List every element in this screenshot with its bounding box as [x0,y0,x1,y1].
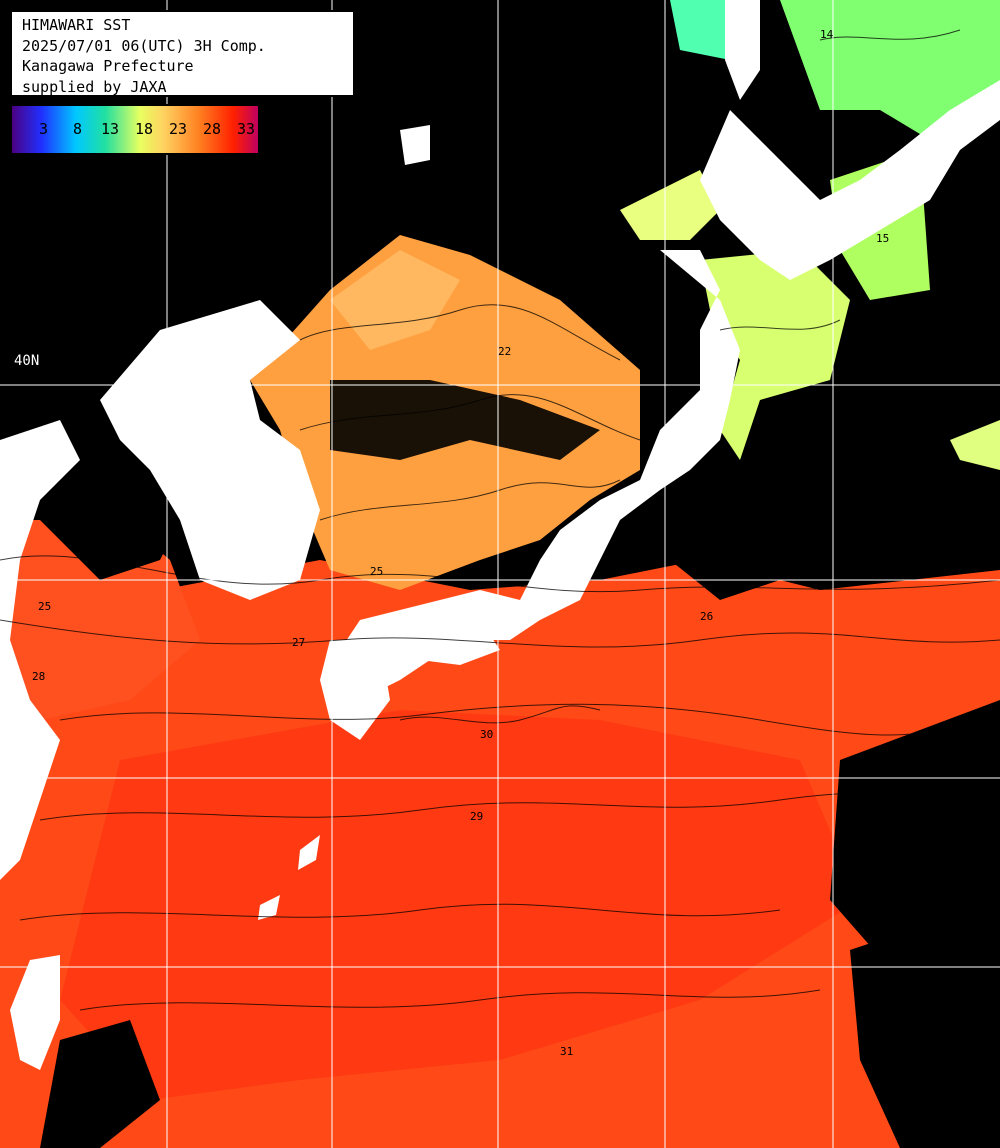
contour-label: 30 [480,728,494,741]
sea-north-yellow2 [620,170,720,240]
contour-label: 26 [700,610,714,623]
land-taiwan [10,955,60,1070]
legend-tick: 18 [135,120,154,138]
sea-of-japan-cool [330,250,460,350]
contour-label: 25 [38,600,52,613]
land-kyushu [320,640,390,740]
timestamp: 2025/07/01 06(UTC) 3H Comp. [22,36,266,55]
cloud-southeast [850,900,1000,1148]
land-ryukyu-1 [298,835,320,870]
land-ryukyu-2 [258,895,280,920]
legend-tick: 23 [169,120,188,138]
legend-tick: 28 [203,120,222,138]
contour-label: 28 [32,670,46,683]
legend-tick: 13 [101,120,120,138]
legend-tick: 8 [73,120,83,138]
contour-label: 15 [876,232,890,245]
land-sakhalin [725,0,760,100]
cloud-sw [40,1020,160,1148]
contour-label: 29 [470,810,484,823]
lat-label-40n: 40N [14,353,40,369]
contour-label: 14 [820,28,834,41]
isotherm-contours [0,29,1000,1011]
region-name: Kanagawa Prefecture [22,57,194,75]
sea-north-yellow [700,250,850,460]
land-shikoku [420,620,500,665]
contour-label: 25 [370,565,384,578]
contour-label: 22 [498,345,512,358]
sea-north-green [780,0,1000,140]
land-china-coast [0,420,80,880]
legend-tick: 3 [39,120,49,138]
cloud-east [830,700,1000,980]
sea-east-yellow [950,420,1000,470]
title-box: HIMAWARI SST 2025/07/01 06(UTC) 3H Comp.… [10,10,355,97]
contour-label: 31 [560,1045,574,1058]
temperature-color-legend: 3 8 13 18 23 28 33 [10,104,260,155]
cloud-east-2 [660,470,780,600]
product-title: HIMAWARI SST [22,16,131,34]
legend-tick: 33 [237,120,256,138]
lat-label-30n: 30N [18,760,44,776]
land-korea [100,300,320,600]
land-ulleung [400,125,430,165]
land-hokkaido [700,80,1000,280]
cloud-sea-of-japan [330,380,600,460]
contour-label: 27 [292,636,306,649]
data-credit: supplied by JAXA [22,77,167,96]
